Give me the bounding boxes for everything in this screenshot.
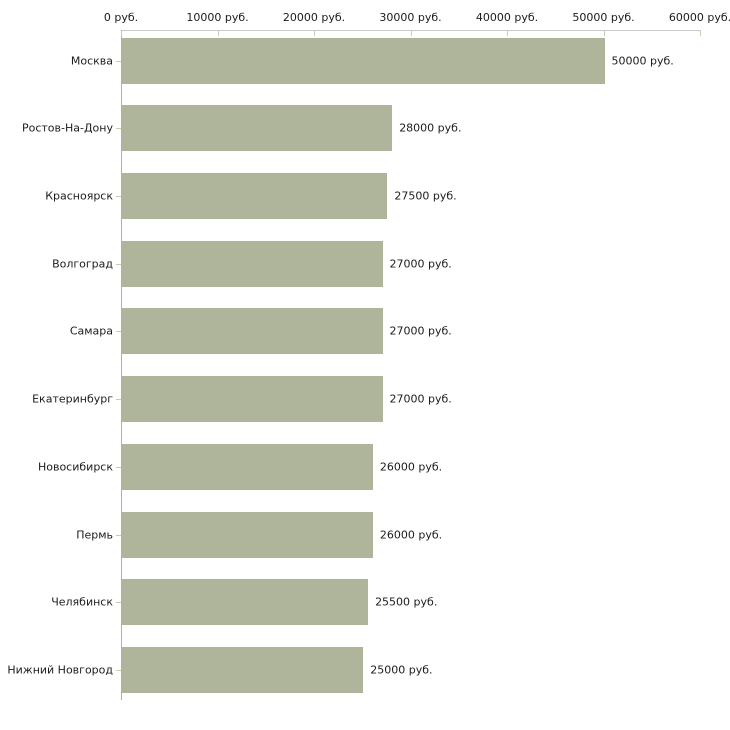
x-axis-tick-label: 40000 руб. — [475, 11, 539, 24]
value-label: 26000 руб. — [379, 528, 443, 541]
category-label: Волгоград — [52, 257, 113, 271]
category-label: Красноярск — [45, 189, 113, 203]
bar — [122, 443, 373, 490]
bar — [122, 308, 383, 355]
y-axis-tick — [116, 196, 121, 197]
bar — [122, 105, 393, 152]
x-axis-tick — [121, 31, 122, 36]
y-axis-tick — [116, 466, 121, 468]
x-axis-tick-label: 20000 руб. — [282, 11, 346, 24]
y-axis-tick — [116, 263, 121, 265]
x-axis-tick — [507, 31, 508, 36]
value-label: 28000 руб. — [399, 121, 462, 135]
value-label: 25500 руб. — [375, 595, 438, 609]
x-axis-tick — [314, 31, 315, 36]
value-label: 27000 руб. — [389, 324, 452, 338]
x-axis-tick-label: 30000 руб. — [379, 11, 442, 24]
bar — [122, 37, 605, 84]
value-label: 50000 руб. — [611, 54, 674, 68]
value-label: 26000 руб. — [379, 460, 443, 474]
category-label: Новосибирск — [37, 460, 113, 474]
value-label: 27000 руб. — [389, 392, 452, 406]
x-axis-tick — [603, 31, 605, 36]
y-axis-tick — [116, 399, 121, 401]
y-axis-tick — [116, 60, 121, 62]
x-axis-tick-label: 50000 руб. — [572, 11, 635, 24]
x-axis-tick-label: 0 руб. — [103, 11, 139, 24]
bar — [122, 579, 369, 626]
bar — [122, 376, 383, 423]
value-label: 27000 руб. — [389, 257, 452, 271]
y-axis-tick — [116, 602, 121, 604]
x-axis-tick — [410, 31, 412, 36]
x-axis-tick-label: 10000 руб. — [186, 11, 249, 24]
category-label: Екатеринбург — [32, 392, 113, 406]
y-axis-tick — [116, 534, 121, 536]
y-axis-tick — [116, 128, 121, 130]
x-axis-tick — [217, 31, 219, 36]
x-axis-line — [121, 30, 701, 31]
value-label: 27500 руб. — [394, 189, 457, 203]
category-label: Ростов-На-Дону — [21, 121, 113, 135]
category-label: Челябинск — [51, 595, 113, 609]
category-label: Пермь — [76, 528, 113, 541]
y-axis-line — [121, 30, 122, 700]
y-axis-tick — [116, 669, 121, 671]
category-label: Самара — [69, 324, 113, 338]
bar — [122, 240, 383, 287]
category-label: Москва — [70, 54, 113, 68]
category-label: Нижний Новгород — [7, 663, 113, 677]
value-label: 25000 руб. — [370, 663, 433, 677]
x-axis-tick — [700, 31, 701, 36]
x-axis-tick-label: 60000 руб. — [668, 11, 730, 24]
bar — [122, 173, 388, 219]
bar — [122, 511, 373, 558]
bar — [122, 646, 364, 693]
y-axis-tick — [116, 331, 121, 333]
